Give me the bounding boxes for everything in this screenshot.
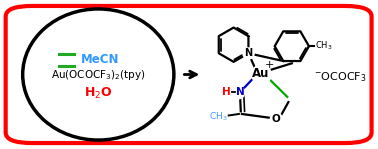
Text: O: O (271, 114, 280, 124)
Text: H$_2$O: H$_2$O (84, 86, 113, 101)
Text: +: + (265, 60, 274, 70)
Text: CH$_3$: CH$_3$ (315, 40, 333, 52)
Text: CH$_3$: CH$_3$ (209, 111, 228, 123)
Text: N: N (235, 87, 245, 97)
Text: Au(OCOCF$_3$)$_2$(tpy): Au(OCOCF$_3$)$_2$(tpy) (51, 67, 146, 82)
Text: MeCN: MeCN (81, 53, 120, 66)
Ellipse shape (23, 9, 174, 140)
Text: Au: Au (252, 67, 270, 80)
Text: N: N (245, 48, 253, 58)
Text: $^{-}$OCOCF$_3$: $^{-}$OCOCF$_3$ (314, 71, 367, 84)
Text: H: H (222, 87, 231, 97)
FancyBboxPatch shape (6, 6, 372, 143)
